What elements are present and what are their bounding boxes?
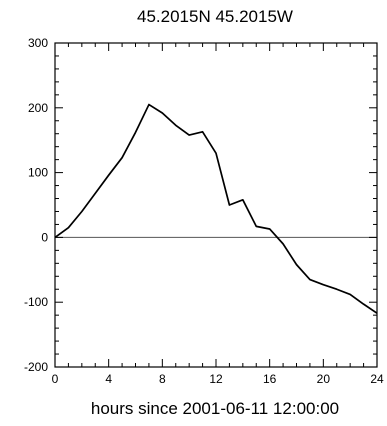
y-tick-label: -100 <box>24 295 48 309</box>
x-tick-label: 4 <box>105 372 112 386</box>
data-series-line <box>54 103 378 314</box>
y-tick-label: 0 <box>41 230 48 244</box>
y-tick-label: 300 <box>28 36 48 50</box>
y-tick-label: -200 <box>24 360 48 374</box>
x-tick-label: 24 <box>370 372 384 386</box>
x-tick-label: 20 <box>317 372 331 386</box>
axis-ticks <box>54 42 378 368</box>
x-tick-label: 0 <box>52 372 59 386</box>
x-tick-label: 16 <box>263 372 277 386</box>
plot-frame <box>54 42 378 368</box>
x-tick-label: 8 <box>159 372 166 386</box>
chart-title: 45.2015N 45.2015W <box>137 7 293 26</box>
y-tick-label: 200 <box>28 101 48 115</box>
data-points <box>55 105 377 314</box>
x-axis-label: hours since 2001-06-11 12:00:00 <box>91 399 339 418</box>
tick-labels: 0 4 8 12 16 20 24 -200 -100 0 100 200 300 <box>24 36 384 386</box>
y-tick-label: 100 <box>28 166 48 180</box>
x-tick-label: 12 <box>209 372 223 386</box>
